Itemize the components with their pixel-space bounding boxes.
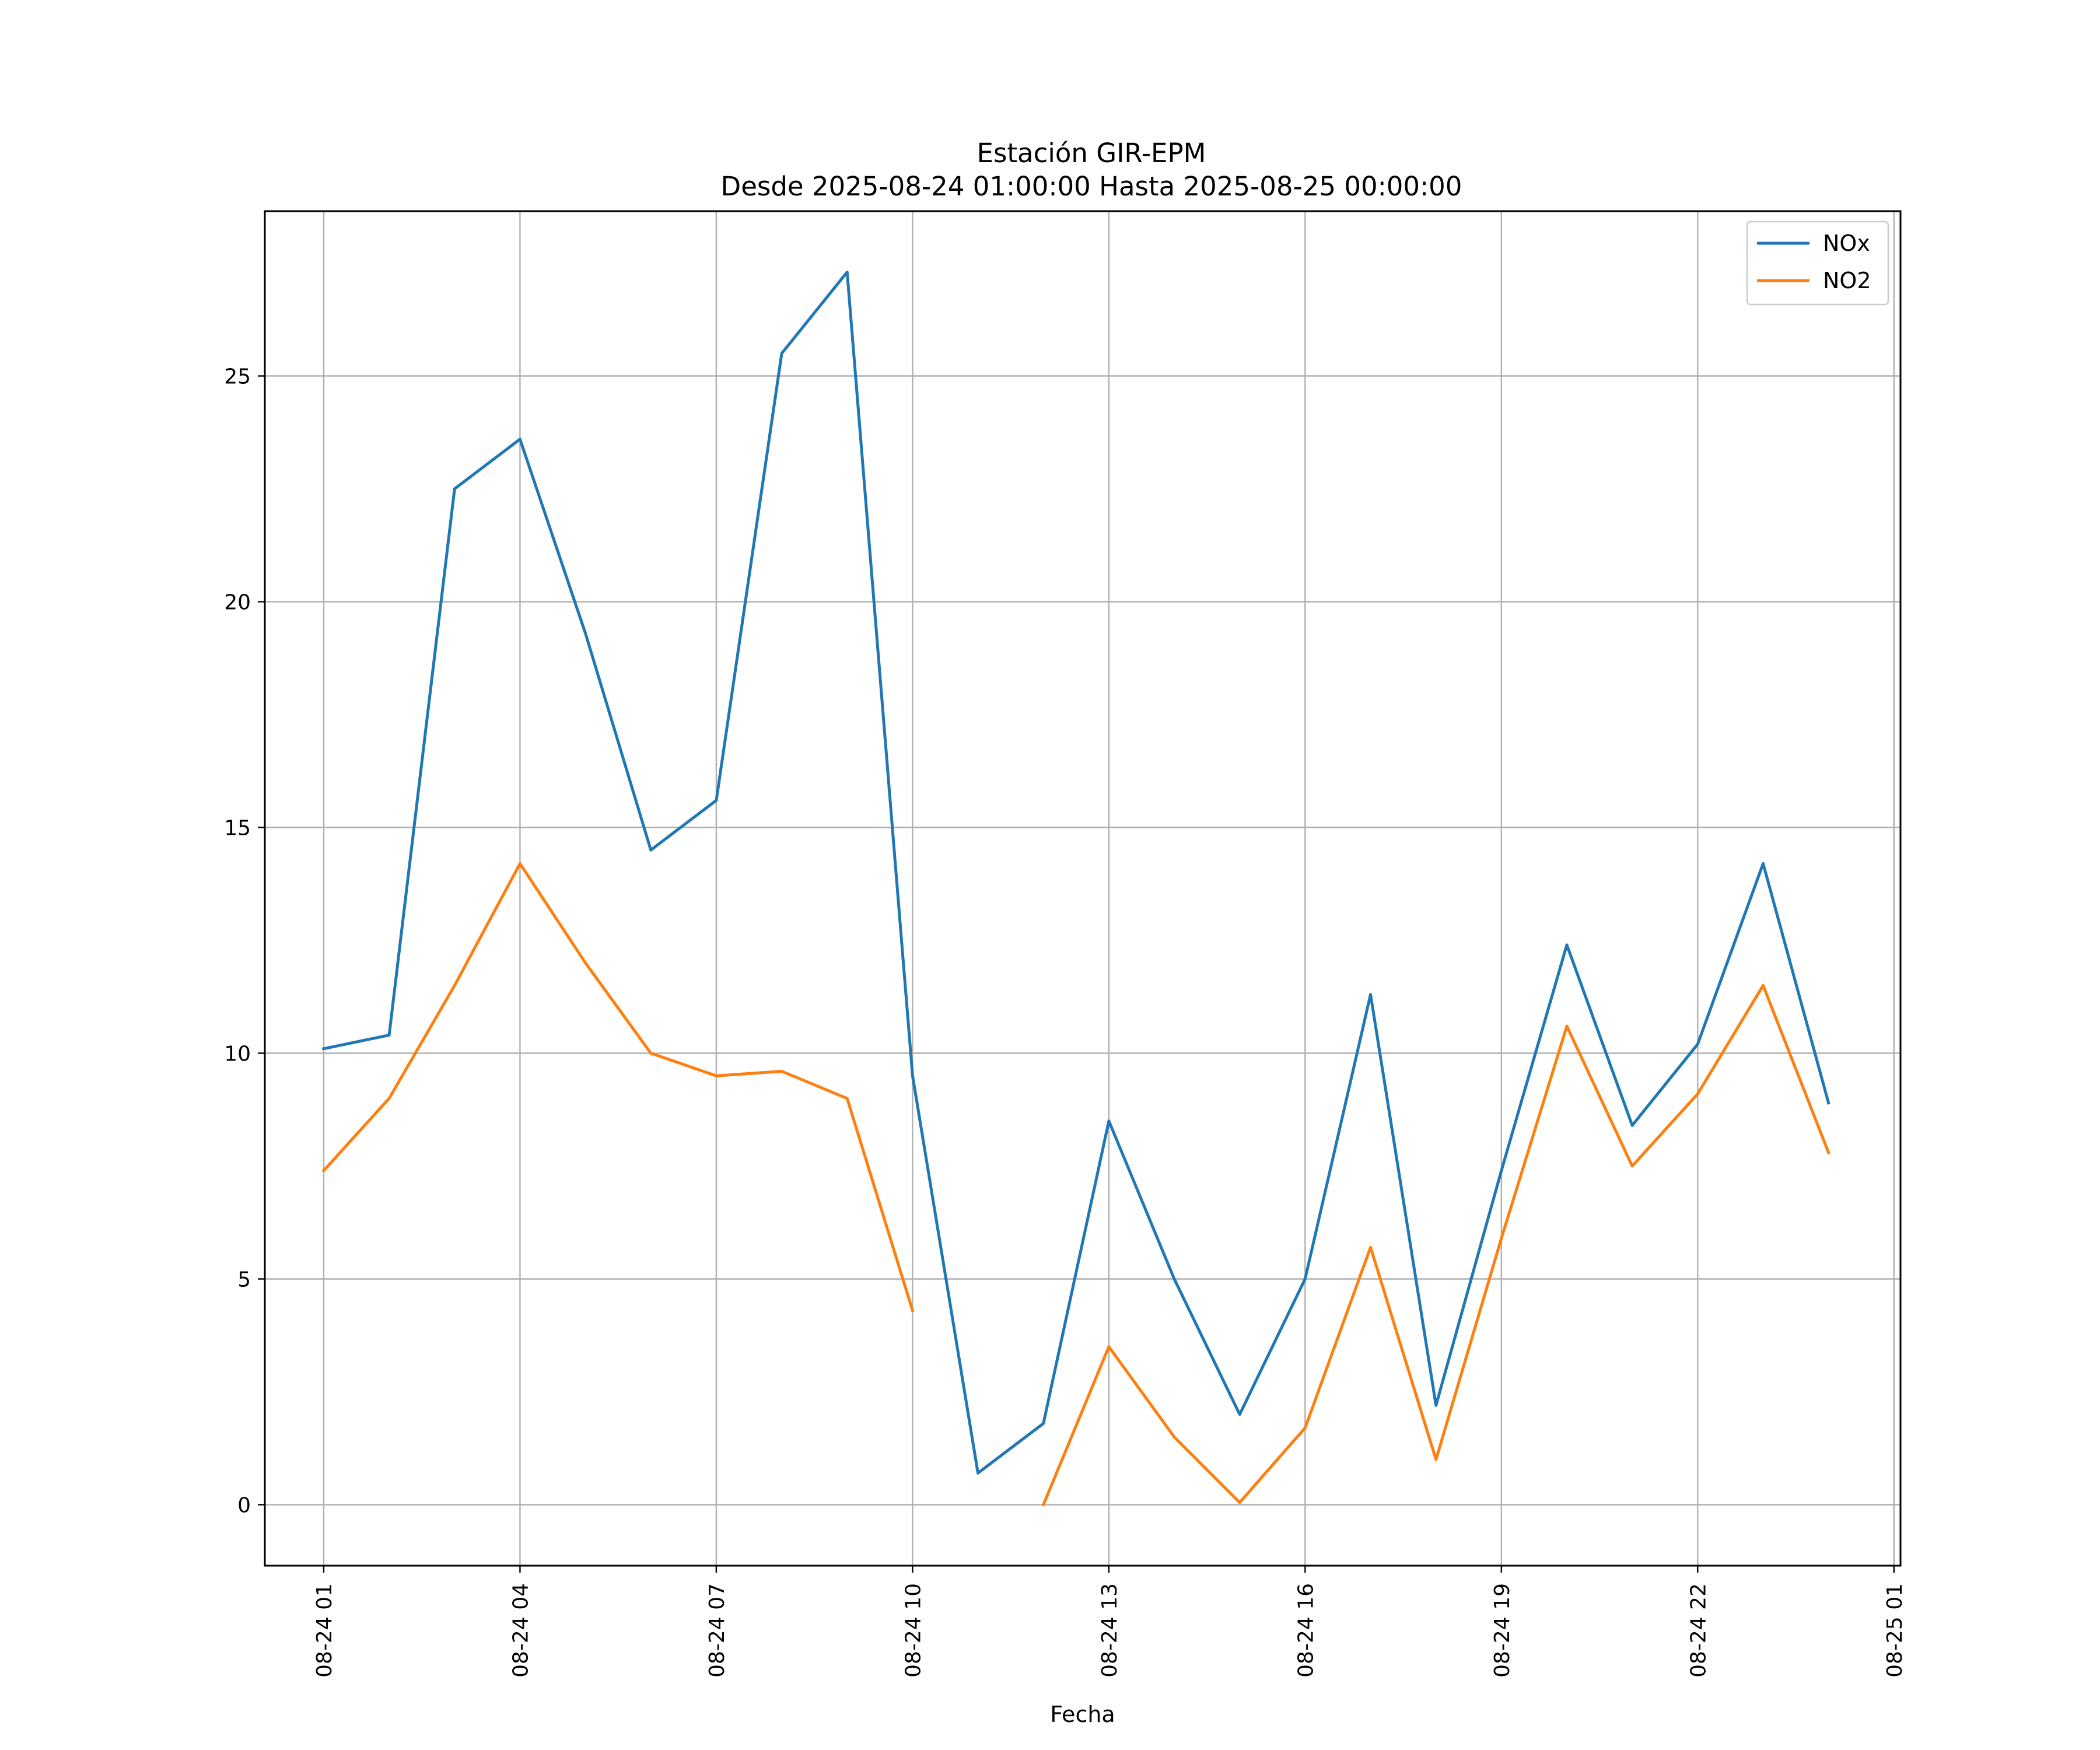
grid bbox=[265, 211, 1901, 1566]
chart-title: Estación GIR-EPM bbox=[977, 138, 1206, 169]
series-line-no2 bbox=[321, 862, 1831, 1507]
axis-ticks: 0 5 10 15 20 25 08-24 01 08-24 04 08-24 07 08-24 … bbox=[224, 365, 1907, 1678]
y-tick-label: 10 bbox=[224, 1042, 251, 1066]
series-line-nox bbox=[321, 271, 1831, 1475]
x-tick-label: 08-24 07 bbox=[705, 1583, 729, 1678]
y-tick-label: 0 bbox=[237, 1494, 251, 1518]
x-tick-label: 08-24 13 bbox=[1098, 1583, 1122, 1678]
legend-label-nox: NOx bbox=[1823, 230, 1870, 256]
y-tick-label: 20 bbox=[224, 591, 251, 615]
x-axis-label: Fecha bbox=[1050, 1702, 1115, 1727]
y-tick-label: 15 bbox=[224, 817, 251, 841]
series-lines bbox=[321, 271, 1831, 1507]
x-tick-label: 08-25 01 bbox=[1883, 1583, 1907, 1678]
x-tick-label: 08-24 10 bbox=[901, 1583, 925, 1678]
y-tick-label: 25 bbox=[224, 365, 251, 389]
plot-area-frame bbox=[264, 210, 1902, 1567]
legend: NOx NO2 bbox=[1746, 220, 1889, 306]
x-tick-label: 08-24 19 bbox=[1490, 1583, 1514, 1678]
chart-subtitle: Desde 2025-08-24 01:00:00 Hasta 2025-08-… bbox=[721, 171, 1462, 202]
y-tick-label: 5 bbox=[237, 1268, 251, 1292]
x-tick-label: 08-24 01 bbox=[313, 1583, 337, 1678]
x-tick-label: 08-24 22 bbox=[1686, 1583, 1710, 1678]
x-tick-label: 08-24 16 bbox=[1294, 1583, 1318, 1678]
x-tick-label: 08-24 04 bbox=[509, 1583, 533, 1678]
legend-label-no2: NO2 bbox=[1823, 268, 1871, 293]
